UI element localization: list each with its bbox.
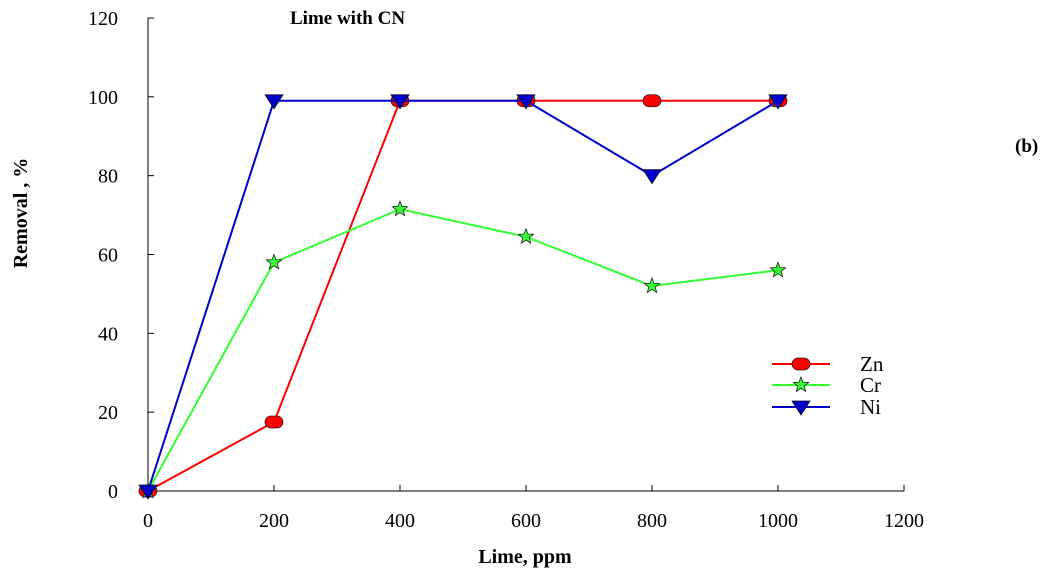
x-tick-label: 600 [511,510,541,532]
data-point-ni [768,94,788,110]
legend-item-ni: Ni [772,395,881,419]
chart-title: Lime with CN [290,8,405,29]
series-ni [138,94,788,500]
y-tick-label: 40 [98,323,118,345]
series-line-zn [147,99,778,492]
data-point-cr [265,253,283,270]
y-tick-label: 100 [88,87,118,109]
data-point-cr [517,227,535,245]
legend-label-zn: Zn [860,352,884,376]
data-point-ni [138,484,158,500]
data-point-ni [642,169,662,185]
legend-marker-zn [791,357,811,371]
y-tick-label: 60 [98,245,118,267]
series-cr [139,200,787,499]
data-point-ni [390,94,410,110]
data-point-zn [264,415,284,429]
legend-item-cr: Cr [772,373,881,397]
x-tick-label: 200 [259,510,289,532]
series-line-cr [147,208,779,492]
x-axis-title: Lime, ppm [478,546,572,568]
data-point-cr [391,200,409,217]
y-tick-label: 80 [98,166,118,188]
legend-label-cr: Cr [860,373,881,397]
y-tick-label: 120 [88,8,118,30]
legend-label-ni: Ni [860,395,881,419]
x-tick-label: 1200 [884,510,924,532]
y-tick-label: 0 [108,481,118,503]
legend-marker-ni [791,400,811,416]
legend-marker-cr [792,375,810,393]
y-axis-title: Removal , % [10,158,32,269]
data-point-cr [643,276,661,294]
data-point-ni [516,94,536,110]
x-tick-label: 800 [637,510,667,532]
data-point-cr [769,261,787,278]
x-tick-label: 0 [143,510,153,532]
legend-item-zn: Zn [772,352,884,376]
series-layer [138,94,788,500]
y-tick-label: 20 [98,402,118,424]
data-point-ni [264,94,284,110]
x-tick-label: 1000 [758,510,798,532]
series-line-ni [147,99,779,492]
panel-label: (b) [1015,136,1038,157]
x-tick-label: 400 [385,510,415,532]
series-zn [138,94,788,498]
data-point-zn [642,94,662,108]
